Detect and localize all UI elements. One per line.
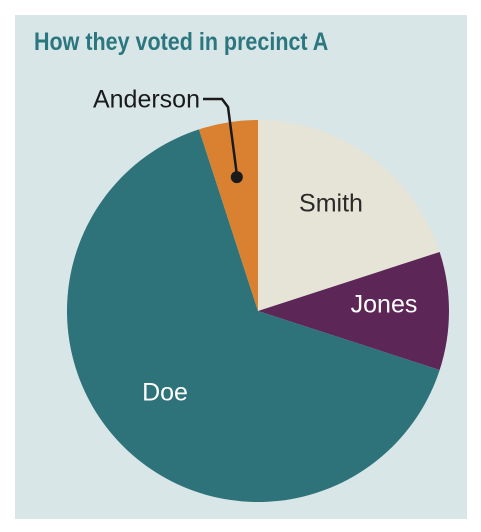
pie-slice-smith xyxy=(258,120,440,311)
slice-label-jones: Jones xyxy=(351,291,418,319)
callout-dot xyxy=(230,171,243,184)
slice-label-anderson: Anderson xyxy=(93,86,200,114)
slice-label-doe: Doe xyxy=(142,379,188,407)
callout-leader-line xyxy=(203,97,239,175)
pie-slice-doe xyxy=(66,129,440,503)
chart-title: How they voted in precinct A xyxy=(34,28,329,56)
pie-slice-anderson xyxy=(198,120,258,311)
pie-slice-jones xyxy=(258,251,449,371)
slice-label-smith: Smith xyxy=(299,190,363,218)
